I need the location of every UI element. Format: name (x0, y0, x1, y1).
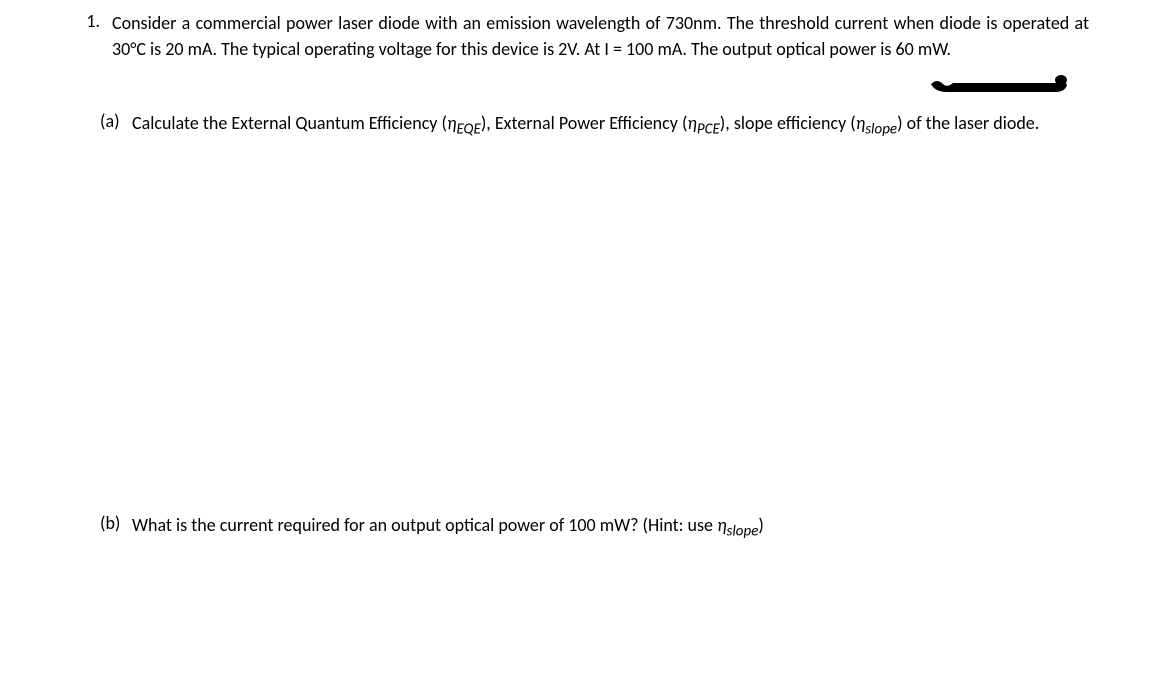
eta-sub-1: EQE (456, 121, 480, 139)
eta-sub-b: slope (727, 522, 759, 540)
question-1b: (b) What is the current required for an … (100, 512, 1089, 543)
part-a-text-3: ), slope efficiency ( (720, 112, 856, 134)
eta-symbol-b: η (717, 514, 726, 536)
eta-sub-3: slope (865, 121, 897, 139)
part-a-label: (a) (100, 110, 132, 132)
part-b-text-1: What is the current required for an outp… (132, 514, 717, 536)
part-a-text-1: Calculate the External Quantum Efficienc… (132, 112, 447, 134)
eta-sub-2: PCE (697, 121, 720, 139)
question-1a: (a) Calculate the External Quantum Effic… (100, 110, 1089, 141)
part-a-text-4: ) of the laser diode. (897, 112, 1039, 134)
part-b-text-2: ) (758, 514, 763, 536)
part-a-body: Calculate the External Quantum Efficienc… (132, 110, 1089, 141)
question-number: 1. (60, 10, 112, 32)
question-page: 1. Consider a commercial power laser dio… (0, 0, 1169, 553)
question-stem: Consider a commercial power laser diode … (112, 10, 1089, 62)
eta-symbol-2: η (687, 112, 696, 134)
part-b-label: (b) (100, 512, 132, 534)
eta-symbol-3: η (856, 112, 865, 134)
redaction-mark (929, 70, 1069, 92)
part-b-body: What is the current required for an outp… (132, 512, 1089, 543)
question-1: 1. Consider a commercial power laser dio… (60, 10, 1089, 62)
part-a-text-2: ), External Power Efficiency ( (481, 112, 688, 134)
